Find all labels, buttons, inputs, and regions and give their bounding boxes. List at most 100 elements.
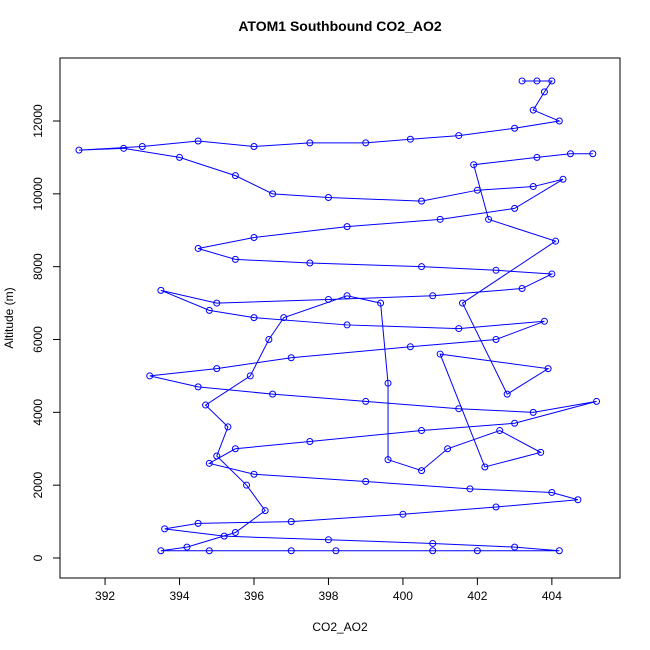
y-tick-label: 10000 xyxy=(31,177,45,211)
data-point xyxy=(533,153,541,161)
data-point xyxy=(194,383,202,391)
data-point xyxy=(194,137,202,145)
y-axis-label: Altitude (m) xyxy=(2,287,16,348)
x-tick-label: 392 xyxy=(95,589,115,603)
data-point xyxy=(511,124,519,132)
data-point xyxy=(324,536,332,544)
data-point xyxy=(176,153,184,161)
data-point xyxy=(418,427,426,435)
data-point xyxy=(455,405,463,413)
x-tick-label: 398 xyxy=(318,589,338,603)
data-point xyxy=(384,379,392,387)
x-tick-label: 394 xyxy=(170,589,190,603)
data-point xyxy=(250,142,258,150)
data-point xyxy=(544,365,552,373)
data-point xyxy=(511,204,519,212)
y-tick-label: 6000 xyxy=(31,326,45,353)
data-point xyxy=(250,314,258,322)
data-point xyxy=(429,539,437,547)
data-point xyxy=(492,503,500,511)
data-point xyxy=(213,299,221,307)
x-tick-label: 400 xyxy=(393,589,413,603)
y-tick-label: 0 xyxy=(31,554,45,561)
data-point xyxy=(224,423,232,431)
data-point xyxy=(231,529,239,537)
plot-frame xyxy=(59,57,621,579)
data-point xyxy=(548,270,556,278)
data-point xyxy=(492,266,500,274)
data-point xyxy=(496,427,504,435)
data-point xyxy=(138,142,146,150)
y-tick-label: 12000 xyxy=(31,104,45,138)
data-point xyxy=(231,445,239,453)
data-point xyxy=(194,244,202,252)
data-point xyxy=(399,510,407,518)
data-point xyxy=(548,77,556,85)
data-point xyxy=(362,139,370,147)
data-point xyxy=(250,470,258,478)
data-point xyxy=(406,135,414,143)
data-point xyxy=(455,132,463,140)
y-tick-label: 2000 xyxy=(31,472,45,499)
data-point xyxy=(540,88,548,96)
data-point xyxy=(533,77,541,85)
x-axis-label: CO2_AO2 xyxy=(312,620,368,634)
data-point xyxy=(157,286,165,294)
data-point xyxy=(589,150,597,158)
data-point xyxy=(485,215,493,223)
data-point xyxy=(555,547,563,555)
data-point xyxy=(202,401,210,409)
data-point xyxy=(436,350,444,358)
data-point xyxy=(246,372,254,380)
data-point xyxy=(384,456,392,464)
data-point xyxy=(213,365,221,373)
data-point xyxy=(518,77,526,85)
data-point xyxy=(555,117,563,125)
data-point xyxy=(213,452,221,460)
data-point xyxy=(261,507,269,515)
data-point xyxy=(231,255,239,263)
data-point xyxy=(306,259,314,267)
data-point xyxy=(362,397,370,405)
data-point xyxy=(287,354,295,362)
data-point xyxy=(183,543,191,551)
data-point xyxy=(503,390,511,398)
data-point xyxy=(511,543,519,551)
data-point xyxy=(529,183,537,191)
data-point xyxy=(231,172,239,180)
data-point xyxy=(574,496,582,504)
data-point xyxy=(205,306,213,314)
data-point xyxy=(455,325,463,333)
data-point xyxy=(566,150,574,158)
data-point xyxy=(343,321,351,329)
data-point xyxy=(362,478,370,486)
data-point xyxy=(518,285,526,293)
data-point xyxy=(559,175,567,183)
data-point xyxy=(287,518,295,526)
data-point xyxy=(324,295,332,303)
data-point xyxy=(418,197,426,205)
y-tick-label: 8000 xyxy=(31,253,45,280)
data-point xyxy=(473,547,481,555)
data-point xyxy=(548,488,556,496)
data-point xyxy=(205,459,213,467)
data-point xyxy=(418,263,426,271)
data-point xyxy=(332,547,340,555)
data-point xyxy=(552,237,560,245)
data-point xyxy=(75,146,83,154)
data-point xyxy=(243,481,251,489)
data-point xyxy=(343,292,351,300)
data-point xyxy=(473,186,481,194)
data-line xyxy=(78,80,597,552)
data-point xyxy=(537,448,545,456)
data-point xyxy=(120,144,128,152)
data-point xyxy=(406,343,414,351)
data-point xyxy=(429,547,437,555)
data-point xyxy=(593,397,601,405)
x-tick-label: 396 xyxy=(244,589,264,603)
data-point xyxy=(306,139,314,147)
data-point xyxy=(429,292,437,300)
data-point xyxy=(194,519,202,527)
data-point xyxy=(265,336,273,344)
